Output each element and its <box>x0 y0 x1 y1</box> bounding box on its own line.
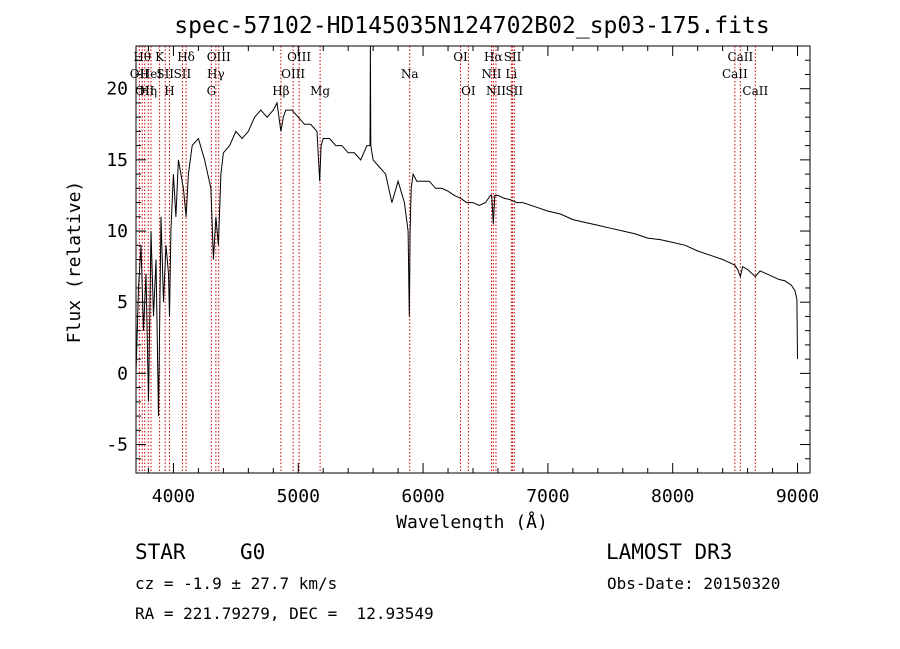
line-marker-label: SII <box>505 84 523 98</box>
x-tick-label: 7000 <box>526 486 569 507</box>
x-tick-label: 9000 <box>776 486 819 507</box>
plot-frame <box>135 45 811 474</box>
y-axis-ticks: -5 0 5 10 15 20 <box>106 59 810 460</box>
observation-date: Obs-Date: 20150320 <box>607 574 781 593</box>
y-tick-label: 20 <box>106 79 128 100</box>
x-tick-label: 5000 <box>277 486 320 507</box>
line-marker-label: NII <box>486 84 506 98</box>
object-class: STAR <box>135 540 186 564</box>
x-axis-label: Wavelength (Å) <box>396 511 548 530</box>
line-marker-label: Li <box>505 67 517 81</box>
line-marker-label: Hγ <box>207 67 225 81</box>
line-marker-label: K <box>155 50 165 64</box>
line-marker-label: Mg <box>310 84 330 98</box>
x-tick-label: 4000 <box>152 486 195 507</box>
x-tick-label: 8000 <box>651 486 694 507</box>
line-marker-label: Hβ <box>272 84 289 98</box>
line-marker-label: NII <box>481 67 501 81</box>
line-marker-label: OI <box>461 84 476 98</box>
line-marker-label: G <box>207 84 217 98</box>
spectrum-line <box>135 45 798 417</box>
y-axis-label: Flux (relative) <box>64 181 85 344</box>
line-marker-label: CaII <box>727 50 753 64</box>
spectrum-chart: spec-57102-HD145035N124702B02_sp03-175.f… <box>64 13 819 530</box>
redshift-velocity: cz = -1.9 ± 27.7 km/s <box>135 574 338 593</box>
line-marker-label: Hα <box>484 50 503 64</box>
y-tick-label: -5 <box>106 435 128 456</box>
line-marker-labels: OIIHθOIIHηHeIKSIIHHδSIIGHγOIIIHβOIIIOIII… <box>130 50 769 98</box>
line-markers <box>138 46 756 473</box>
object-subclass: G0 <box>240 540 266 564</box>
line-marker-label: OII <box>135 84 155 98</box>
line-marker-label: Hη <box>139 84 157 98</box>
line-marker-label: SII <box>174 67 192 81</box>
y-tick-label: 15 <box>106 150 128 171</box>
chart-title: spec-57102-HD145035N124702B02_sp03-175.f… <box>174 13 769 39</box>
y-tick-label: 0 <box>117 363 128 384</box>
y-tick-label: 10 <box>106 221 128 242</box>
line-marker-label: CaII <box>742 84 768 98</box>
line-marker-label: OIII <box>281 67 305 81</box>
line-marker-label: OIII <box>287 50 311 64</box>
line-marker-label: OI <box>453 50 468 64</box>
line-marker-label: H <box>164 84 174 98</box>
line-marker-label: SII <box>504 50 522 64</box>
line-marker-label: CaII <box>722 67 748 81</box>
x-tick-label: 6000 <box>401 486 444 507</box>
line-marker-label: HeI <box>140 67 163 81</box>
line-marker-label: Na <box>401 67 419 81</box>
line-marker-label: Hδ <box>177 50 195 64</box>
y-tick-label: 5 <box>117 292 128 313</box>
survey-name: LAMOST DR3 <box>606 540 733 564</box>
line-marker-label: OIII <box>207 50 231 64</box>
x-axis-ticks: 4000 5000 6000 7000 8000 9000 <box>147 46 819 507</box>
coordinates: RA = 221.79279, DEC = 12.93549 <box>135 604 434 623</box>
line-marker-label: SII <box>156 67 174 81</box>
